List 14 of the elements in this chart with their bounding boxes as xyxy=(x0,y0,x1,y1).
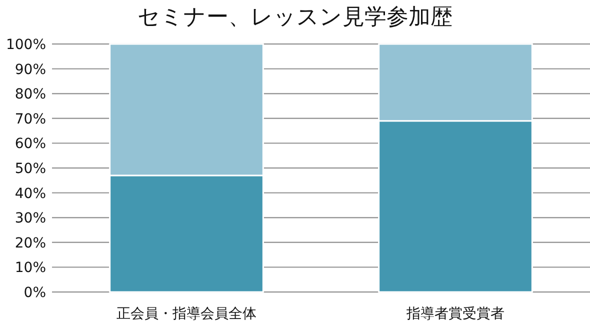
chart-title: セミナー、レッスン見学参加歴 xyxy=(138,5,452,30)
y-tick-label: 0% xyxy=(24,285,46,301)
y-tick-label: 100% xyxy=(6,37,46,53)
y-tick-label: 70% xyxy=(14,111,46,128)
x-tick-label: 指導者賞受賞者 xyxy=(406,306,504,322)
y-tick-label: 60% xyxy=(14,136,46,152)
x-tick-label: 正会員・指導会員全体 xyxy=(116,306,256,322)
y-tick-label: 30% xyxy=(14,210,46,227)
y-tick-label: 20% xyxy=(14,235,46,252)
y-tick-label: 80% xyxy=(14,86,46,103)
y-tick-label: 50% xyxy=(14,161,46,177)
y-tick-label: 40% xyxy=(14,186,46,202)
y-tick-label: 90% xyxy=(14,62,46,78)
y-tick-label: 10% xyxy=(14,260,46,276)
